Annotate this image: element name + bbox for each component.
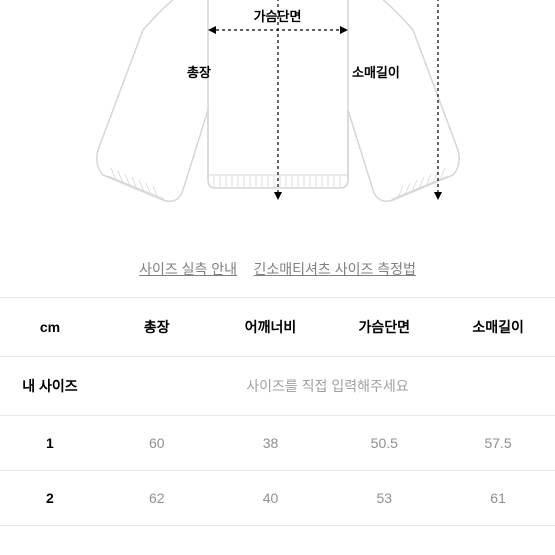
link-measure-method[interactable]: 긴소매티셔츠 사이즈 측정법 xyxy=(254,261,416,277)
cell-value: 38 xyxy=(214,416,328,471)
table-row: 2 62 40 53 61 xyxy=(0,471,555,526)
cell-value: 60 xyxy=(100,416,214,471)
col-chest: 가슴단면 xyxy=(327,298,441,357)
cell-value: 62 xyxy=(100,471,214,526)
size-table: cm 총장 어깨너비 가슴단면 소매길이 내 사이즈 사이즈를 직접 입력해주세… xyxy=(0,297,555,526)
cell-value: 61 xyxy=(441,471,555,526)
col-shoulder: 어깨너비 xyxy=(214,298,328,357)
size-diagram: 가슴단면 총장 소매길이 xyxy=(0,0,555,235)
size-label: 2 xyxy=(0,471,100,526)
table-row: 1 60 38 50.5 57.5 xyxy=(0,416,555,471)
cell-value: 40 xyxy=(214,471,328,526)
label-length: 총장 xyxy=(187,62,211,81)
col-length: 총장 xyxy=(100,298,214,357)
label-sleeve: 소매길이 xyxy=(352,62,400,81)
table-header-row: cm 총장 어깨너비 가슴단면 소매길이 xyxy=(0,298,555,357)
cell-value: 57.5 xyxy=(441,416,555,471)
cell-value: 53 xyxy=(327,471,441,526)
mysize-input-placeholder[interactable]: 사이즈를 직접 입력해주세요 xyxy=(100,357,555,416)
size-label: 1 xyxy=(0,416,100,471)
col-sleeve: 소매길이 xyxy=(441,298,555,357)
col-unit: cm xyxy=(0,298,100,357)
link-size-guide[interactable]: 사이즈 실측 안내 xyxy=(139,261,237,277)
label-chest: 가슴단면 xyxy=(254,6,302,25)
mysize-label: 내 사이즈 xyxy=(0,357,100,416)
help-links: 사이즈 실측 안내 긴소매티셔츠 사이즈 측정법 xyxy=(0,235,555,297)
cell-value: 50.5 xyxy=(327,416,441,471)
shirt-illustration xyxy=(88,0,468,230)
mysize-row[interactable]: 내 사이즈 사이즈를 직접 입력해주세요 xyxy=(0,357,555,416)
